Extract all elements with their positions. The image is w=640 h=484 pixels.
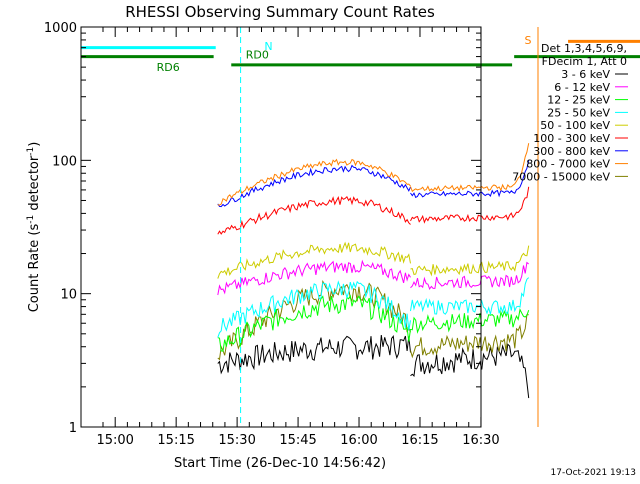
- legend: Det 1,3,4,5,6,9, FDecim 1, Att 0 3 - 6 k…: [512, 42, 628, 183]
- legend-label: 300 - 800 keV: [533, 145, 610, 158]
- series-1-segment: [410, 343, 530, 399]
- x-tick-label: 15:45: [279, 433, 316, 448]
- series-layer: [217, 143, 530, 399]
- series-1-segment: [217, 335, 411, 375]
- series-4-segment: [410, 277, 530, 315]
- series-6-trace: [217, 186, 530, 235]
- indicator-tag: RD0: [246, 49, 269, 62]
- series-2-trace: [217, 259, 530, 296]
- series-5-segment: [410, 245, 530, 277]
- legend-header-line-2: FDecim 1, Att 0: [542, 55, 627, 68]
- legend-header-line-1: Det 1,3,4,5,6,9,: [541, 42, 627, 55]
- series-1-trace: [217, 335, 530, 399]
- series-8-segment: [217, 158, 411, 206]
- series-4-trace: [217, 277, 530, 338]
- series-8-trace: [217, 143, 530, 206]
- y-tick-label: 1: [69, 421, 77, 436]
- series-9-segment: [410, 314, 529, 359]
- chart-title: RHESSI Observing Summary Count Rates: [125, 3, 435, 21]
- indicator-tag: S: [525, 34, 532, 47]
- y-tick-label: 10: [60, 288, 77, 303]
- series-7-segment: [217, 164, 411, 208]
- legend-label: 50 - 100 keV: [540, 119, 610, 132]
- legend-label: 6 - 12 keV: [554, 81, 610, 94]
- series-5-segment: [217, 241, 411, 279]
- axis-layer: 15:00 15:15 15:30 15:45 16:00 16:15 16:30 1 10 10…: [44, 21, 500, 448]
- footer-timestamp: 17-Oct-2021 19:13: [551, 468, 636, 478]
- x-tick-label: 16:15: [401, 433, 438, 448]
- legend-label: 25 - 50 keV: [547, 106, 610, 119]
- series-6-segment: [217, 195, 411, 235]
- x-tick-label: 15:00: [96, 433, 133, 448]
- y-axis-label-end: ): [27, 142, 42, 147]
- y-axis-label-sup2: -1: [26, 147, 36, 156]
- x-tick-label: 15:15: [157, 433, 194, 448]
- series-5-trace: [217, 241, 530, 279]
- series-4-segment: [217, 280, 411, 338]
- y-tick-label: 1000: [44, 21, 77, 36]
- series-7-segment: [410, 160, 530, 199]
- y-axis-label: Count Rate (s-1 detector-1): [26, 142, 42, 313]
- legend-label: 100 - 300 keV: [533, 132, 610, 145]
- x-tick-label: 16:00: [340, 433, 377, 448]
- y-tick-label: 100: [52, 154, 77, 169]
- legend-label: 7000 - 15000 keV: [512, 170, 610, 183]
- indicator-tag: N: [264, 40, 272, 53]
- series-7-trace: [217, 160, 530, 208]
- x-axis-label: Start Time (26-Dec-10 14:56:42): [174, 456, 386, 471]
- series-2-segment: [410, 261, 530, 290]
- series-8-segment: [410, 143, 530, 193]
- plot-frame: [80, 26, 482, 428]
- x-tick-label: 15:30: [218, 433, 255, 448]
- legend-label: 12 - 25 keV: [547, 94, 610, 107]
- indicator-tag: RD6: [157, 61, 180, 74]
- y-axis-label-sup1: -1: [26, 215, 36, 224]
- y-axis-label-mid: detector: [27, 155, 42, 215]
- series-2-segment: [217, 259, 411, 296]
- series-6-segment: [410, 186, 530, 224]
- legend-label: 3 - 6 keV: [561, 68, 610, 81]
- series-3-segment: [410, 308, 530, 334]
- y-axis-label-main: Count Rate (s: [27, 224, 42, 313]
- legend-label: 800 - 7000 keV: [526, 158, 610, 171]
- x-tick-label: 16:30: [462, 433, 499, 448]
